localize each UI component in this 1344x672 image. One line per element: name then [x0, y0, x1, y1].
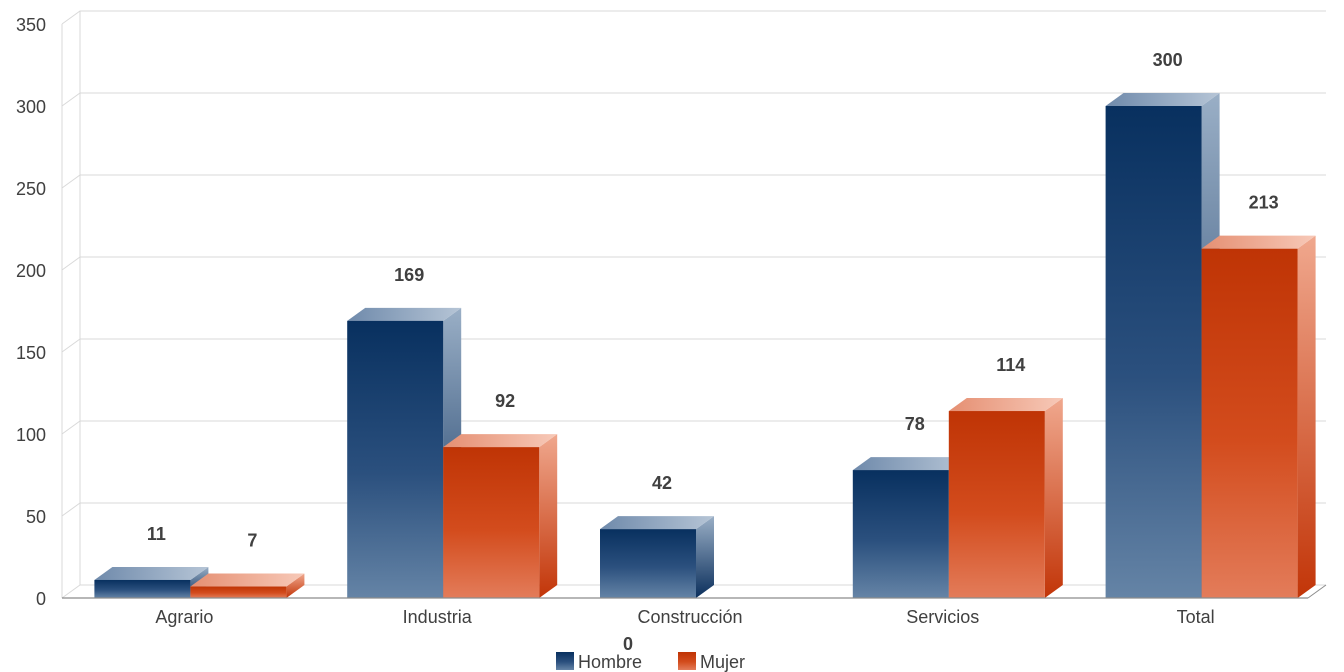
- data-labels: 11 7 169 92 42 0 78 114 300 213: [147, 50, 1279, 654]
- x-tick-label: Agrario: [155, 607, 213, 627]
- data-label: 92: [495, 391, 515, 411]
- data-label: 42: [652, 473, 672, 493]
- y-tick-label: 100: [16, 425, 46, 445]
- x-tick-label: Construcción: [637, 607, 742, 627]
- legend-swatch-hombre: [556, 652, 574, 670]
- bar-mujer-1: [443, 434, 558, 598]
- data-label: 213: [1249, 193, 1279, 213]
- legend-label-mujer: Mujer: [700, 652, 745, 672]
- y-tick-label: 250: [16, 179, 46, 199]
- data-label: 169: [394, 265, 424, 285]
- x-tick-label: Servicios: [906, 607, 979, 627]
- x-tick-label: Total: [1177, 607, 1215, 627]
- bar-hombre-2: [600, 516, 714, 598]
- bar-mujer-0: [190, 573, 305, 598]
- bar-mujer-3: [948, 398, 1063, 598]
- data-label: 114: [996, 355, 1025, 375]
- y-tick-label: 350: [16, 15, 46, 35]
- x-axis: Agrario Industria Construcción Servicios Tot…: [62, 584, 1327, 627]
- y-tick-label: 0: [36, 589, 46, 609]
- y-tick-label: 300: [16, 97, 46, 117]
- legend: Hombre Mujer: [556, 652, 745, 672]
- data-label: 0: [623, 634, 633, 654]
- gridline: [61, 10, 1326, 25]
- legend-swatch-mujer: [678, 652, 696, 670]
- data-label: 11: [147, 524, 166, 544]
- y-tick-label: 150: [16, 343, 46, 363]
- bar-mujer-4: [1201, 235, 1316, 598]
- y-tick-label: 50: [26, 507, 46, 527]
- y-axis: 0 50 100 150 200 250 300 350: [16, 15, 46, 609]
- x-axis-depth-line: [1307, 584, 1327, 599]
- data-label: 300: [1153, 50, 1183, 70]
- gridlines: [61, 10, 1326, 599]
- data-label: 7: [247, 531, 257, 551]
- bars: [94, 93, 1316, 598]
- x-tick-label: Industria: [403, 607, 473, 627]
- legend-label-hombre: Hombre: [578, 652, 642, 672]
- data-label: 78: [905, 414, 925, 434]
- y-tick-label: 200: [16, 261, 46, 281]
